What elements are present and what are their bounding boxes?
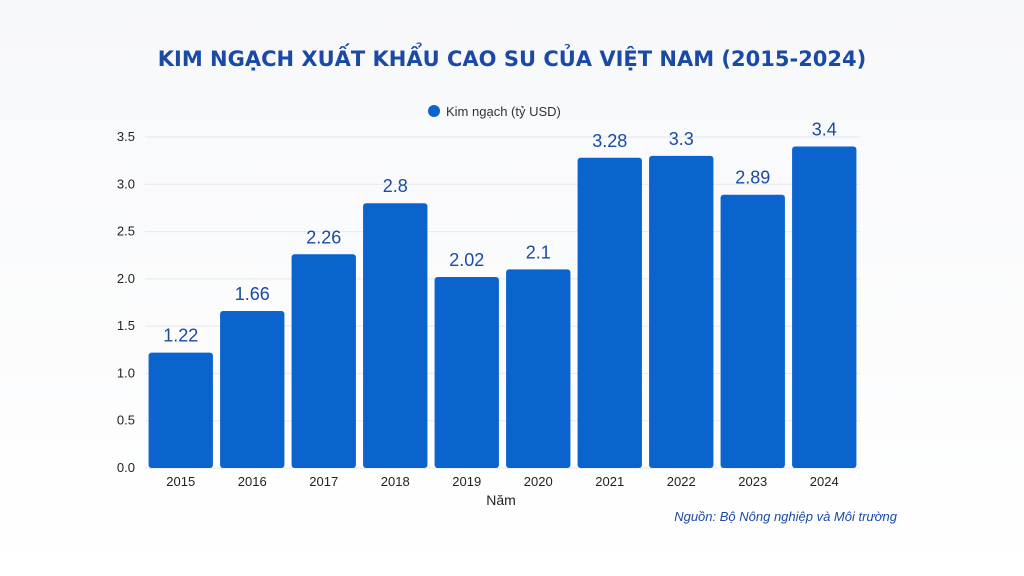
data-label-2023: 2.89 — [735, 168, 770, 188]
y-tick-label: 3.0 — [117, 176, 135, 191]
data-label-2024: 3.4 — [812, 119, 837, 139]
data-label-2018: 2.8 — [383, 176, 408, 196]
x-tick-label: 2021 — [595, 474, 624, 489]
bar-2024 — [792, 146, 857, 468]
bar-2022 — [649, 155, 714, 468]
x-tick-label: 2019 — [452, 474, 481, 489]
x-tick-label: 2020 — [524, 474, 553, 489]
x-tick-label: 2018 — [381, 474, 410, 489]
chart-title: KIM NGẠCH XUẤT KHẨU CAO SU CỦA VIỆT NAM … — [158, 43, 866, 71]
data-label-2015: 1.22 — [163, 326, 198, 346]
data-label-2022: 3.3 — [669, 129, 694, 149]
x-tick-label: 2024 — [810, 474, 839, 489]
bar-2021 — [577, 157, 642, 468]
y-tick-label: 0.0 — [117, 460, 135, 475]
x-axis-tick-labels: 2015 2016 2017 2018 2019 2020 2021 2022 2023 2024 — [166, 474, 838, 489]
bar-2015 — [148, 352, 213, 468]
y-tick-label: 2.0 — [117, 271, 135, 286]
bars — [148, 146, 857, 468]
legend-label: Kim ngạch (tỷ USD) — [446, 104, 561, 119]
y-tick-label: 2.5 — [117, 224, 135, 239]
y-tick-label: 1.0 — [117, 365, 135, 380]
x-axis-title: Năm — [486, 492, 516, 508]
data-label-2021: 3.28 — [592, 131, 627, 151]
bar-data-labels: 1.22 1.66 2.26 2.8 2.02 2.1 3.28 3.3 2.89 3.4 — [163, 119, 837, 345]
data-label-2019: 2.02 — [449, 250, 484, 270]
x-tick-label: 2023 — [738, 474, 767, 489]
bar-2018 — [363, 203, 428, 468]
y-tick-label: 0.5 — [117, 413, 135, 428]
bar-2020 — [506, 269, 571, 468]
x-tick-label: 2015 — [166, 474, 195, 489]
bar-2019 — [434, 276, 499, 468]
legend: Kim ngạch (tỷ USD) — [428, 104, 561, 119]
x-tick-label: 2016 — [238, 474, 267, 489]
y-tick-label: 3.5 — [117, 129, 135, 144]
bar-2017 — [291, 254, 356, 468]
x-tick-label: 2022 — [667, 474, 696, 489]
y-tick-label: 1.5 — [117, 318, 135, 333]
data-label-2020: 2.1 — [526, 242, 551, 262]
bar-2016 — [220, 311, 285, 468]
bar-2023 — [720, 194, 785, 468]
source-note: Nguồn: Bộ Nông nghiệp và Môi trường — [674, 509, 898, 524]
data-label-2017: 2.26 — [306, 227, 341, 247]
data-label-2016: 1.66 — [235, 284, 270, 304]
x-tick-label: 2017 — [309, 474, 338, 489]
y-axis-tick-labels: 0.0 0.5 1.0 1.5 2.0 2.5 3.0 3.5 — [117, 129, 135, 475]
legend-marker — [428, 105, 440, 117]
